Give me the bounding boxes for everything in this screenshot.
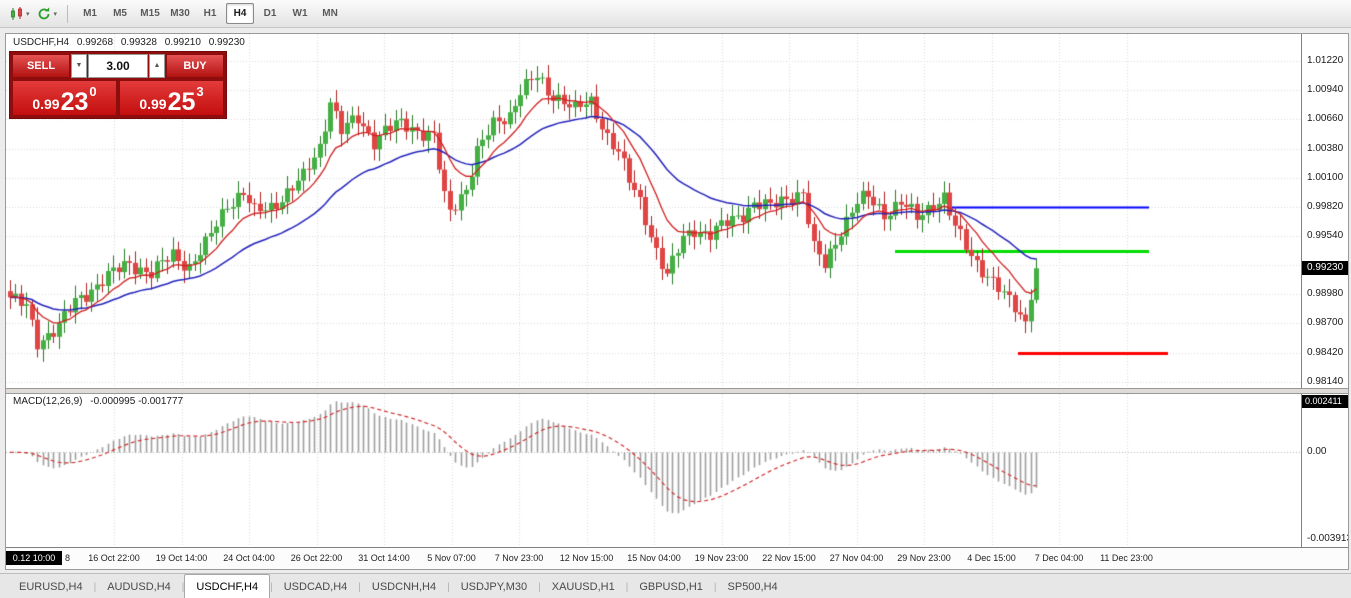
tab-separator: | [358,582,361,593]
ohlc-high: 0.99328 [120,37,157,48]
price-axis-label: 0.98980 [1307,288,1344,300]
chart-window: USDCHF,H4 0.99268 0.99328 0.99210 0.9923… [5,33,1349,570]
chevron-down-icon: ▾ [53,10,58,18]
time-axis-label: 7 Dec 04:00 [1034,553,1084,563]
sell-price-pipette: 0 [89,84,97,99]
top-toolbar: ▾ ▾ M1 M5 M15 M30 H1 H4 D1 W1 MN [0,0,1351,28]
price-axis-label: 0.99820 [1307,200,1344,212]
tab-separator: | [713,582,717,593]
chevron-down-icon: ▾ [26,10,30,18]
chart-tab-usdcad[interactable]: USDCAD,H4 [283,581,348,593]
time-axis-label: 4 Dec 15:00 [967,553,1016,563]
timeframe-button-mn[interactable]: MN [322,8,338,19]
timeframe-button-m15[interactable]: M15 [140,8,160,19]
time-axis-label: 27 Nov 04:00 [829,553,884,563]
tab-separator: | [270,582,273,593]
chart-tab-bar: EURUSD,H4 | AUDUSD,H4 | USDCHF,H4 | USDCAD,H4 |… [0,573,1351,598]
buy-price-display[interactable]: 0.99 25 3 [119,80,224,116]
sell-button[interactable]: SELL [12,54,70,78]
time-axis-label: 16 Oct 22:00 [88,553,140,563]
sell-price-display[interactable]: 0.99 23 0 [12,80,117,116]
ohlc-open: 0.99268 [76,37,114,48]
time-axis-label: 19 Nov 23:00 [694,553,749,563]
time-axis-label: 12 Nov 15:00 [559,553,614,563]
buy-button[interactable]: BUY [166,54,224,78]
refresh-arrows-icon [36,5,53,22]
time-axis-label: 11 Dec 23:00 [1100,553,1153,563]
timeframe-button-w1[interactable]: W1 [292,8,308,19]
timeframe-button-m1[interactable]: M1 [83,8,97,19]
timeframe-button-m5[interactable]: M5 [113,8,127,19]
one-click-trading-panel: SELL ▼ 3.00 ▲ BUY 0.99 23 0 0.99 25 3 [9,51,227,119]
macd-indicator-label: MACD(12,26,9) -0.000995 -0.001777 [13,396,188,407]
auto-scroll-control[interactable]: ▾ [33,3,61,25]
time-axis-label: 19 Oct 14:00 [155,553,208,563]
timeframe-button-m30[interactable]: M30 [170,8,190,19]
price-axis-label: 0.98420 [1307,346,1344,358]
price-axis-label: 1.00660 [1307,113,1344,125]
tab-separator: | [625,582,629,593]
time-axis[interactable]: 0.12 10:00 8 16 Oct 22:00 19 Oct 14:00 24 … [6,547,1348,569]
caret-up-icon: ▲ [153,62,161,69]
timeframe-button-h4[interactable]: H4 [226,3,255,24]
time-axis-label: 24 Oct 04:00 [223,553,275,563]
macd-name: MACD(12,26,9) [13,396,83,407]
chart-tab-usdchf[interactable]: USDCHF,H4 [184,574,271,598]
price-axis-label: 0.98700 [1307,317,1344,329]
price-axis-label: 1.00100 [1307,171,1344,183]
macd-bottom-label: -0.003913 [1307,533,1349,544]
chart-tab-gbpusd[interactable]: GBPUSD,H1 [639,581,703,593]
candlestick-chart-icon [8,5,25,22]
tab-separator: | [447,582,450,593]
symbol-label: USDCHF,H4 [13,37,70,48]
chart-tab-eurusd[interactable]: EURUSD,H4 [19,581,83,593]
sell-price-prefix: 0.99 [32,95,60,112]
price-axis-label: 0.98140 [1307,375,1344,387]
ohlc-close: 0.99230 [208,37,245,48]
time-label-partial: 8 [65,553,71,563]
price-axis-line [1301,34,1302,547]
chart-tab-usdcnh[interactable]: USDCNH,H4 [371,581,437,593]
symbol-ohlc-info: USDCHF,H4 0.99268 0.99328 0.99210 0.9923… [13,37,250,48]
volume-input[interactable]: 3.00 [88,54,148,78]
macd-values: -0.000995 -0.001777 [90,396,184,407]
price-axis-label: 1.00380 [1307,142,1344,154]
tab-separator: | [181,582,185,593]
tab-separator: | [538,582,541,593]
price-axis-label: 1.00940 [1307,84,1344,96]
chart-type-control[interactable]: ▾ [5,3,33,25]
timeframe-button-d1[interactable]: D1 [263,8,277,19]
macd-zero-label: 0.00 [1307,446,1327,458]
time-axis-label: 15 Nov 04:00 [627,553,681,563]
buy-price-main: 25 [167,87,196,116]
time-axis-label: 29 Nov 23:00 [897,553,951,563]
ohlc-low: 0.99210 [164,37,201,48]
chart-tab-audusd[interactable]: AUDUSD,H4 [107,581,171,593]
chart-tab-sp500[interactable]: SP500,H4 [727,581,778,593]
current-price-badge: 0.99230 [1302,261,1348,276]
chart-tab-xauusd[interactable]: XAUUSD,H1 [551,581,615,593]
time-axis-label: 5 Nov 07:00 [427,553,476,563]
time-axis-label: 31 Oct 14:00 [358,553,410,563]
timeframe-toolbar: M1 M5 M15 M30 H1 H4 D1 W1 MN [75,3,345,24]
caret-down-icon: ▼ [75,62,83,69]
chart-tab-usdjpy[interactable]: USDJPY,M30 [460,581,528,593]
subwindow-divider[interactable] [6,388,1348,394]
price-axis-label: 0.99540 [1307,229,1344,241]
time-axis-label: 7 Nov 23:00 [494,553,544,563]
macd-indicator-canvas[interactable] [6,394,1301,547]
tab-separator: | [93,582,97,593]
buy-price-pipette: 3 [196,84,204,99]
time-axis-label: 26 Oct 22:00 [290,553,343,563]
price-axis-label: 1.01220 [1307,55,1344,67]
timeframe-button-h1[interactable]: H1 [203,8,217,19]
sell-price-main: 23 [60,87,89,116]
current-time-badge: 0.12 10:00 [6,551,62,565]
volume-decrease-button[interactable]: ▼ [71,54,87,78]
volume-increase-button[interactable]: ▲ [149,54,165,78]
time-axis-label: 22 Nov 15:00 [762,553,816,563]
toolbar-separator [67,4,69,23]
buy-price-prefix: 0.99 [139,95,167,112]
macd-scale-badge: 0.002411 [1302,395,1348,408]
